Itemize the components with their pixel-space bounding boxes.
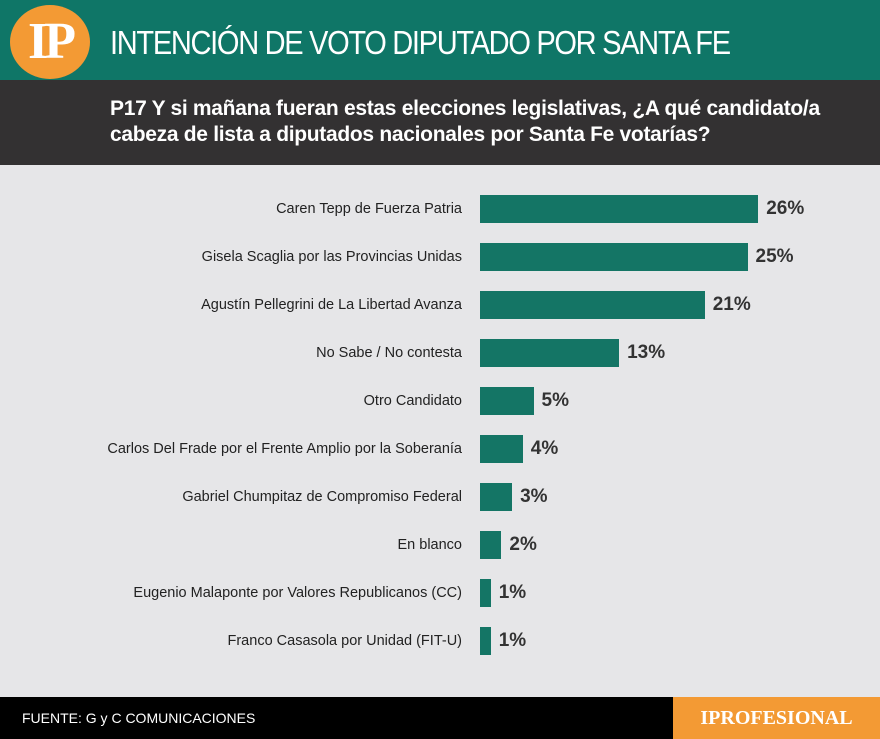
- category-label: Franco Casasola por Unidad (FIT-U): [227, 633, 463, 649]
- category-label: Otro Candidato: [363, 393, 462, 409]
- source-text: FUENTE: G y C COMUNICACIONES: [22, 710, 256, 726]
- category-label: Agustín Pellegrini de La Libertad Avanza: [201, 297, 462, 313]
- value-label: 25%: [755, 246, 794, 267]
- category-label: Carlos Del Frade por el Frente Amplio po…: [107, 441, 462, 457]
- page-title: INTENCIÓN DE VOTO DIPUTADO POR SANTA FE: [110, 24, 731, 61]
- value-label: 1%: [498, 630, 527, 651]
- value-label: 2%: [509, 534, 537, 555]
- bar: [480, 243, 748, 271]
- value-label: 21%: [712, 294, 751, 315]
- bar: [480, 483, 513, 511]
- bar: [480, 435, 523, 463]
- category-label: Gisela Scaglia por las Provincias Unidas: [201, 249, 462, 265]
- value-label: 1%: [498, 582, 527, 603]
- header: IP INTENCIÓN DE VOTO DIPUTADO POR SANTA …: [0, 0, 880, 80]
- category-label: Gabriel Chumpitaz de Compromiso Federal: [182, 489, 462, 505]
- value-label: 5%: [541, 390, 569, 411]
- category-label: Eugenio Malaponte por Valores Republican…: [133, 585, 462, 601]
- bar: [480, 339, 620, 367]
- bar: [480, 531, 502, 559]
- question-text: P17 Y si mañana fueran estas elecciones …: [110, 97, 820, 146]
- category-label: En blanco: [397, 537, 463, 553]
- category-label: No Sabe / No contesta: [316, 345, 462, 361]
- bar: [480, 627, 491, 655]
- bar: [480, 579, 491, 607]
- ip-logo: IP: [10, 5, 90, 79]
- category-label: Caren Tepp de Fuerza Patria: [276, 201, 462, 217]
- bar: [480, 387, 534, 415]
- bar: [480, 291, 705, 319]
- footer: FUENTE: G y C COMUNICACIONES IPROFESIONA…: [0, 697, 880, 739]
- value-label: 4%: [530, 438, 559, 459]
- bar: [480, 195, 759, 223]
- value-label: 26%: [766, 198, 805, 219]
- value-label: 3%: [520, 486, 548, 507]
- bar-chart: Caren Tepp de Fuerza Patria 26% Gisela Sca…: [0, 165, 880, 697]
- brand-logo: IPROFESIONAL: [673, 697, 880, 739]
- value-label: 13%: [627, 342, 666, 363]
- question-band: P17 Y si mañana fueran estas elecciones …: [0, 80, 880, 165]
